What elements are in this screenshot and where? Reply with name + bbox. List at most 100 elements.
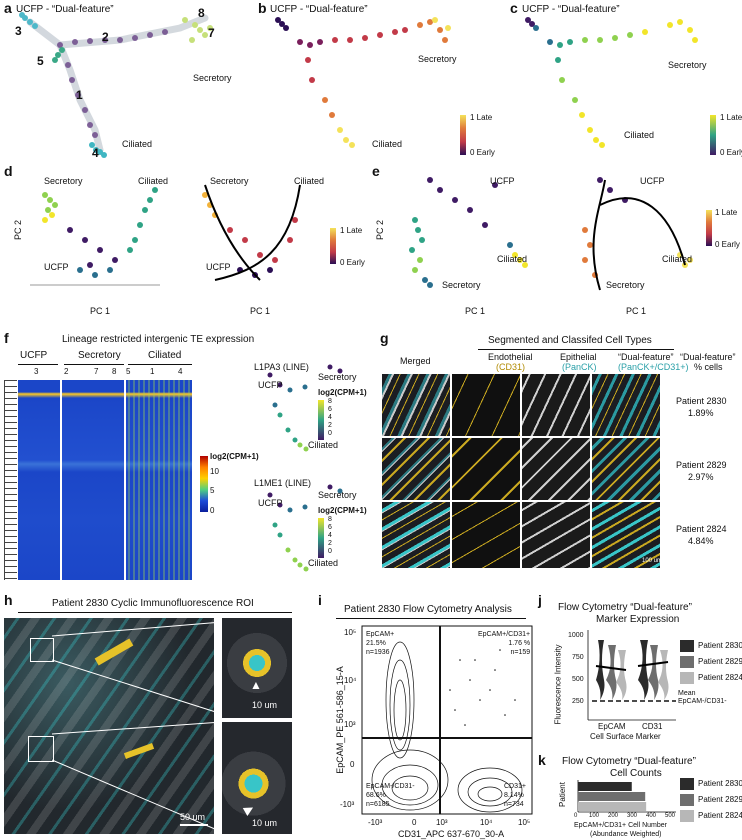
k-legend-swatch-2824 (680, 810, 694, 822)
panel-g-title: Segmented and Classifed Cell Types (488, 335, 652, 346)
h-scalebar-main: 50 um (180, 812, 206, 822)
f-legend-tick: 0 (210, 506, 215, 515)
g-row-3-pct: 4.84% (688, 536, 714, 546)
d-label-ucfp-2: UCFP (206, 262, 231, 272)
g-col-endothelial-marker: (CD31) (496, 362, 526, 372)
colorbar-e-lo: 0 Early (715, 240, 740, 249)
colorbar-b (460, 115, 466, 155)
k-bar (578, 782, 632, 791)
panel-d-pca (30, 184, 301, 286)
j-mean-label: Mean EpCAM-/CD31- (678, 690, 727, 705)
f-sub2-legend-title: log2(CPM+1) (318, 506, 367, 515)
h-main-image: 50 um (4, 618, 214, 834)
g-img-cd31-1 (452, 374, 520, 436)
g-img-merged-2 (382, 438, 450, 500)
f-sub1-label-secretory: Secretory (318, 372, 357, 382)
j-ytick: 500 (572, 676, 584, 683)
g-col-pct-2: % cells (694, 362, 723, 372)
f-heatmap-divider (60, 378, 62, 582)
g-col-epithelial: Epithelial (560, 352, 597, 362)
f-group-secretory: Secretory (78, 350, 121, 361)
i-xtick: -10³ (368, 818, 383, 827)
panel-f-title: Lineage restricted intergenic TE express… (62, 334, 255, 345)
k-bar (578, 802, 647, 811)
panel-b-pseudotime-scatter (275, 17, 451, 148)
panel-j-title-2: Marker Expression (596, 614, 680, 625)
k-legend-swatch-2829 (680, 794, 694, 806)
f-sub1-colorbar (318, 400, 324, 440)
panel-e-pca (409, 177, 693, 291)
f-sub2-title: L1ME1 (LINE) (254, 478, 312, 488)
f-legend-title: log2(CPM+1) (210, 452, 259, 461)
f-cluster-3: 3 (34, 367, 39, 376)
g-img-dual-3 (592, 502, 660, 568)
panel-h-letter: h (4, 592, 13, 608)
f-rule-ucfp (18, 364, 58, 365)
k-legend-swatch-2830 (680, 778, 694, 790)
g-img-panck-3 (522, 502, 590, 568)
f-legend-tick: 5 (210, 486, 215, 495)
g-img-merged-1 (382, 374, 450, 436)
panel-e-letter: e (372, 163, 380, 179)
f-cluster-8: 8 (112, 367, 117, 376)
colorbar-b-lo: 0 Early (470, 148, 495, 157)
g-title-rule (478, 349, 674, 350)
g-col-pct: “Dual-feature” (680, 352, 736, 362)
colorbar-c-lo: 0 Early (720, 148, 742, 157)
f-heatmap (18, 380, 192, 580)
colorbar-d (330, 228, 336, 264)
panel-j-title-1: Flow Cytometry “Dual-feature” (558, 602, 692, 613)
colorbar-b-hi: 1 Late (470, 113, 493, 122)
f-sub1-title: L1PA3 (LINE) (254, 362, 309, 372)
panel-a-letter: a (4, 0, 12, 16)
f-group-ciliated: Ciliated (148, 350, 182, 361)
h-inset-1: ▲ 10 um (222, 618, 292, 718)
panel-d-letter: d (4, 163, 13, 179)
j-legend-2830: Patient 2830 (698, 641, 742, 650)
i-xtick: 10³ (436, 818, 448, 827)
k-xtick: 400 (646, 813, 657, 819)
i-quadrant-br: CD31+ 8.14% n=734 (504, 783, 526, 808)
f-cluster-7: 7 (94, 367, 99, 376)
d-xlabel-2: PC 1 (250, 306, 271, 316)
f-sub2-label-secretory: Secretory (318, 490, 357, 500)
f-sub2-scatter (267, 484, 343, 572)
panel-f-letter: f (4, 330, 9, 346)
f-cluster-4: 4 (178, 367, 183, 376)
f-cluster-2: 2 (64, 367, 69, 376)
f-sub2-label-ciliated: Ciliated (308, 558, 339, 568)
label-secretory-c: Secretory (668, 60, 707, 70)
panel-j-letter: j (538, 592, 542, 608)
label-ciliated-c: Ciliated (624, 130, 655, 140)
panel-b-letter: b (258, 0, 267, 16)
g-row-3-patient: Patient 2824 (676, 524, 727, 534)
j-legend-2829: Patient 2829 (698, 657, 742, 666)
k-legend-2830: Patient 2830 (698, 779, 742, 788)
h-title-rule (18, 612, 292, 613)
i-ytick: 0 (350, 760, 355, 769)
label-ciliated-b: Ciliated (372, 139, 403, 149)
d-label-ciliated-2: Ciliated (294, 176, 325, 186)
k-xlabel-1: EpCAM+/CD31+ Cell Number (574, 822, 667, 829)
j-ytick: 750 (572, 654, 584, 661)
g-row-1-patient: Patient 2830 (676, 396, 727, 406)
j-xlabel: Cell Surface Marker (590, 732, 661, 741)
g-img-panck-1 (522, 374, 590, 436)
h-scalebar-main-line (180, 824, 208, 826)
g-col-epithelial-marker: (PanCK) (562, 362, 597, 372)
colorbar-c-hi: 1 Late (720, 113, 742, 122)
panel-i-letter: i (318, 592, 322, 608)
f-heatmap-ciliated-block (128, 380, 192, 580)
f-sub2-label-ucfp: UCFP (258, 498, 283, 508)
g-row-1-pct: 1.89% (688, 408, 714, 418)
e-label-ciliated: Ciliated (497, 254, 528, 264)
e-xlabel: PC 1 (465, 306, 486, 316)
j-legend-swatch-2829 (680, 656, 694, 668)
panel-a-title: UCFP - “Dual-feature” (16, 4, 114, 15)
i-title-rule (336, 618, 526, 619)
d-xlabel: PC 1 (90, 306, 111, 316)
f-rule-ciliated (128, 364, 192, 365)
d-label-secretory-2: Secretory (210, 176, 249, 186)
panel-a-trajectory (19, 12, 213, 158)
